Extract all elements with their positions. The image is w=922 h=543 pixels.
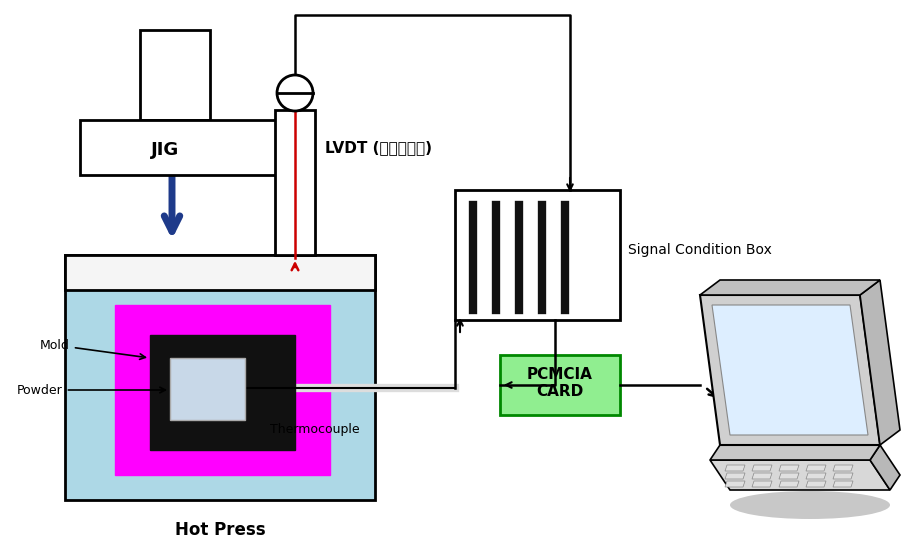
- Text: PCMCIA
CARD: PCMCIA CARD: [527, 367, 593, 399]
- Text: Thermocouple: Thermocouple: [270, 424, 360, 437]
- Polygon shape: [752, 465, 772, 471]
- Polygon shape: [806, 473, 826, 479]
- Text: Hot Press: Hot Press: [174, 521, 266, 539]
- Polygon shape: [870, 445, 900, 490]
- Bar: [150, 335, 295, 450]
- Polygon shape: [710, 445, 880, 460]
- Bar: [455, 190, 620, 320]
- Ellipse shape: [730, 491, 890, 519]
- Bar: [65, 255, 375, 290]
- Polygon shape: [700, 295, 880, 445]
- Bar: [115, 305, 330, 475]
- Bar: [80, 120, 310, 175]
- Polygon shape: [725, 465, 745, 471]
- Text: Powder: Powder: [17, 383, 165, 396]
- Polygon shape: [779, 465, 799, 471]
- Polygon shape: [860, 280, 900, 445]
- Polygon shape: [725, 481, 745, 487]
- Polygon shape: [779, 473, 799, 479]
- Polygon shape: [806, 481, 826, 487]
- Circle shape: [277, 75, 313, 111]
- Polygon shape: [833, 465, 853, 471]
- Polygon shape: [833, 473, 853, 479]
- Polygon shape: [712, 305, 868, 435]
- Polygon shape: [752, 481, 772, 487]
- Bar: [140, 30, 210, 120]
- Text: JIG: JIG: [151, 141, 179, 159]
- Polygon shape: [700, 280, 880, 295]
- Text: Mold: Mold: [40, 338, 146, 359]
- Polygon shape: [806, 465, 826, 471]
- Text: Signal Condition Box: Signal Condition Box: [628, 243, 772, 257]
- Text: LVDT (포텐션메터): LVDT (포텐션메터): [325, 141, 432, 155]
- Polygon shape: [725, 473, 745, 479]
- Bar: [170, 358, 245, 420]
- Polygon shape: [779, 481, 799, 487]
- Bar: [65, 255, 375, 500]
- Bar: [275, 110, 315, 255]
- Bar: [500, 355, 620, 415]
- Polygon shape: [710, 460, 890, 490]
- Polygon shape: [752, 473, 772, 479]
- Polygon shape: [833, 481, 853, 487]
